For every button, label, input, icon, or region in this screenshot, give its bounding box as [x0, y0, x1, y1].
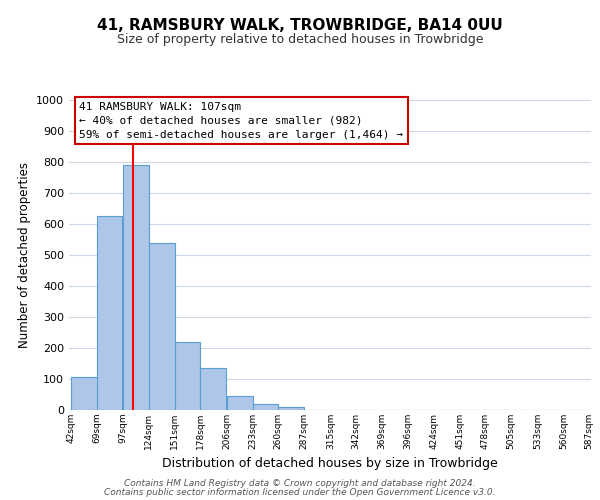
- Bar: [253, 404, 278, 410]
- Bar: [227, 396, 253, 410]
- Text: 41, RAMSBURY WALK, TROWBRIDGE, BA14 0UU: 41, RAMSBURY WALK, TROWBRIDGE, BA14 0UU: [97, 18, 503, 32]
- Bar: [71, 378, 97, 410]
- Bar: [97, 216, 122, 410]
- Text: 41 RAMSBURY WALK: 107sqm
← 40% of detached houses are smaller (982)
59% of semi-: 41 RAMSBURY WALK: 107sqm ← 40% of detach…: [79, 102, 403, 140]
- Bar: [149, 242, 175, 410]
- Bar: [175, 342, 200, 410]
- Y-axis label: Number of detached properties: Number of detached properties: [17, 162, 31, 348]
- Bar: [200, 368, 226, 410]
- Bar: [278, 407, 304, 410]
- Bar: [123, 165, 149, 410]
- X-axis label: Distribution of detached houses by size in Trowbridge: Distribution of detached houses by size …: [162, 458, 498, 470]
- Text: Contains HM Land Registry data © Crown copyright and database right 2024.: Contains HM Land Registry data © Crown c…: [124, 478, 476, 488]
- Text: Contains public sector information licensed under the Open Government Licence v3: Contains public sector information licen…: [104, 488, 496, 497]
- Text: Size of property relative to detached houses in Trowbridge: Size of property relative to detached ho…: [117, 32, 483, 46]
